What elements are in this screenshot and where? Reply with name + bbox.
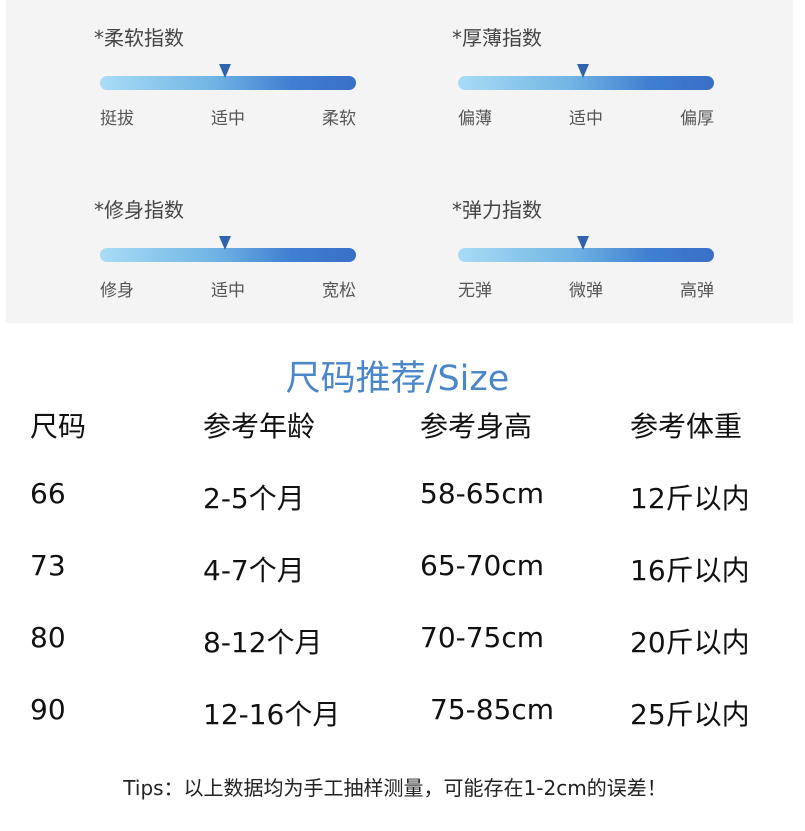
size-table-header: 尺码 参考年龄 参考身高 参考体重 [0, 405, 805, 455]
fit-index-pointer [219, 236, 232, 250]
header-weight: 参考体重 [630, 410, 743, 443]
softness-index-pointer [219, 64, 232, 78]
age-cell: 8-12个月 [203, 626, 323, 659]
fit-index-bar [100, 248, 356, 262]
table-row: 66 2-5个月 58-65cm 12斤以内 [0, 477, 805, 527]
age-cell: 2-5个月 [203, 482, 305, 515]
elasticity-index-pointer [577, 236, 590, 250]
softness-index-title: *柔软指数 [94, 26, 184, 50]
weight-cell: 12斤以内 [630, 482, 750, 515]
size-cell: 66 [30, 477, 66, 510]
softness-index-label-mid: 适中 [211, 109, 245, 129]
fit-index-label-high: 宽松 [322, 281, 356, 301]
size-cell: 80 [30, 621, 66, 654]
fit-index-label-mid: 适中 [211, 281, 245, 301]
header-size: 尺码 [30, 410, 87, 443]
size-cell: 73 [30, 549, 66, 582]
weight-cell: 25斤以内 [630, 698, 750, 731]
measurement-tips: Tips：以上数据均为手工抽样测量，可能存在1-2cm的误差！ [123, 776, 667, 800]
thickness-index-label-low: 偏薄 [458, 109, 492, 129]
thickness-index-label-high: 偏厚 [680, 109, 714, 129]
elasticity-index-label-mid: 微弹 [569, 281, 603, 301]
elasticity-index-label-low: 无弹 [458, 281, 492, 301]
weight-cell: 20斤以内 [630, 626, 750, 659]
table-row: 80 8-12个月 70-75cm 20斤以内 [0, 621, 805, 671]
fit-index-label-low: 修身 [100, 281, 134, 301]
fit-index-title: *修身指数 [94, 198, 184, 222]
table-row: 73 4-7个月 65-70cm 16斤以内 [0, 549, 805, 599]
age-cell: 12-16个月 [203, 698, 341, 731]
fabric-index-panel: *柔软指数 挺拔 适中 柔软 *厚薄指数 偏薄 适中 偏厚 *修身指数 修身 适… [6, 0, 793, 323]
thickness-index-bar [458, 76, 714, 90]
elasticity-index-bar [458, 248, 714, 262]
thickness-index-pointer [577, 64, 590, 78]
height-cell: 65-70cm [420, 549, 545, 582]
weight-cell: 16斤以内 [630, 554, 750, 587]
thickness-index-label-mid: 适中 [569, 109, 603, 129]
size-cell: 90 [30, 693, 66, 726]
thickness-index-title: *厚薄指数 [452, 26, 542, 50]
softness-index-label-high: 柔软 [322, 109, 356, 129]
height-cell: 70-75cm [420, 621, 545, 654]
elasticity-index-title: *弹力指数 [452, 198, 542, 222]
age-cell: 4-7个月 [203, 554, 305, 587]
size-chart-title: 尺码推荐/Size [285, 359, 510, 399]
height-cell: 75-85cm [430, 693, 555, 726]
height-cell: 58-65cm [420, 477, 545, 510]
elasticity-index-label-high: 高弹 [680, 281, 714, 301]
header-age: 参考年龄 [203, 410, 316, 443]
header-height: 参考身高 [420, 410, 533, 443]
softness-index-bar [100, 76, 356, 90]
table-row: 90 12-16个月 75-85cm 25斤以内 [0, 693, 805, 743]
softness-index-label-low: 挺拔 [100, 109, 134, 129]
